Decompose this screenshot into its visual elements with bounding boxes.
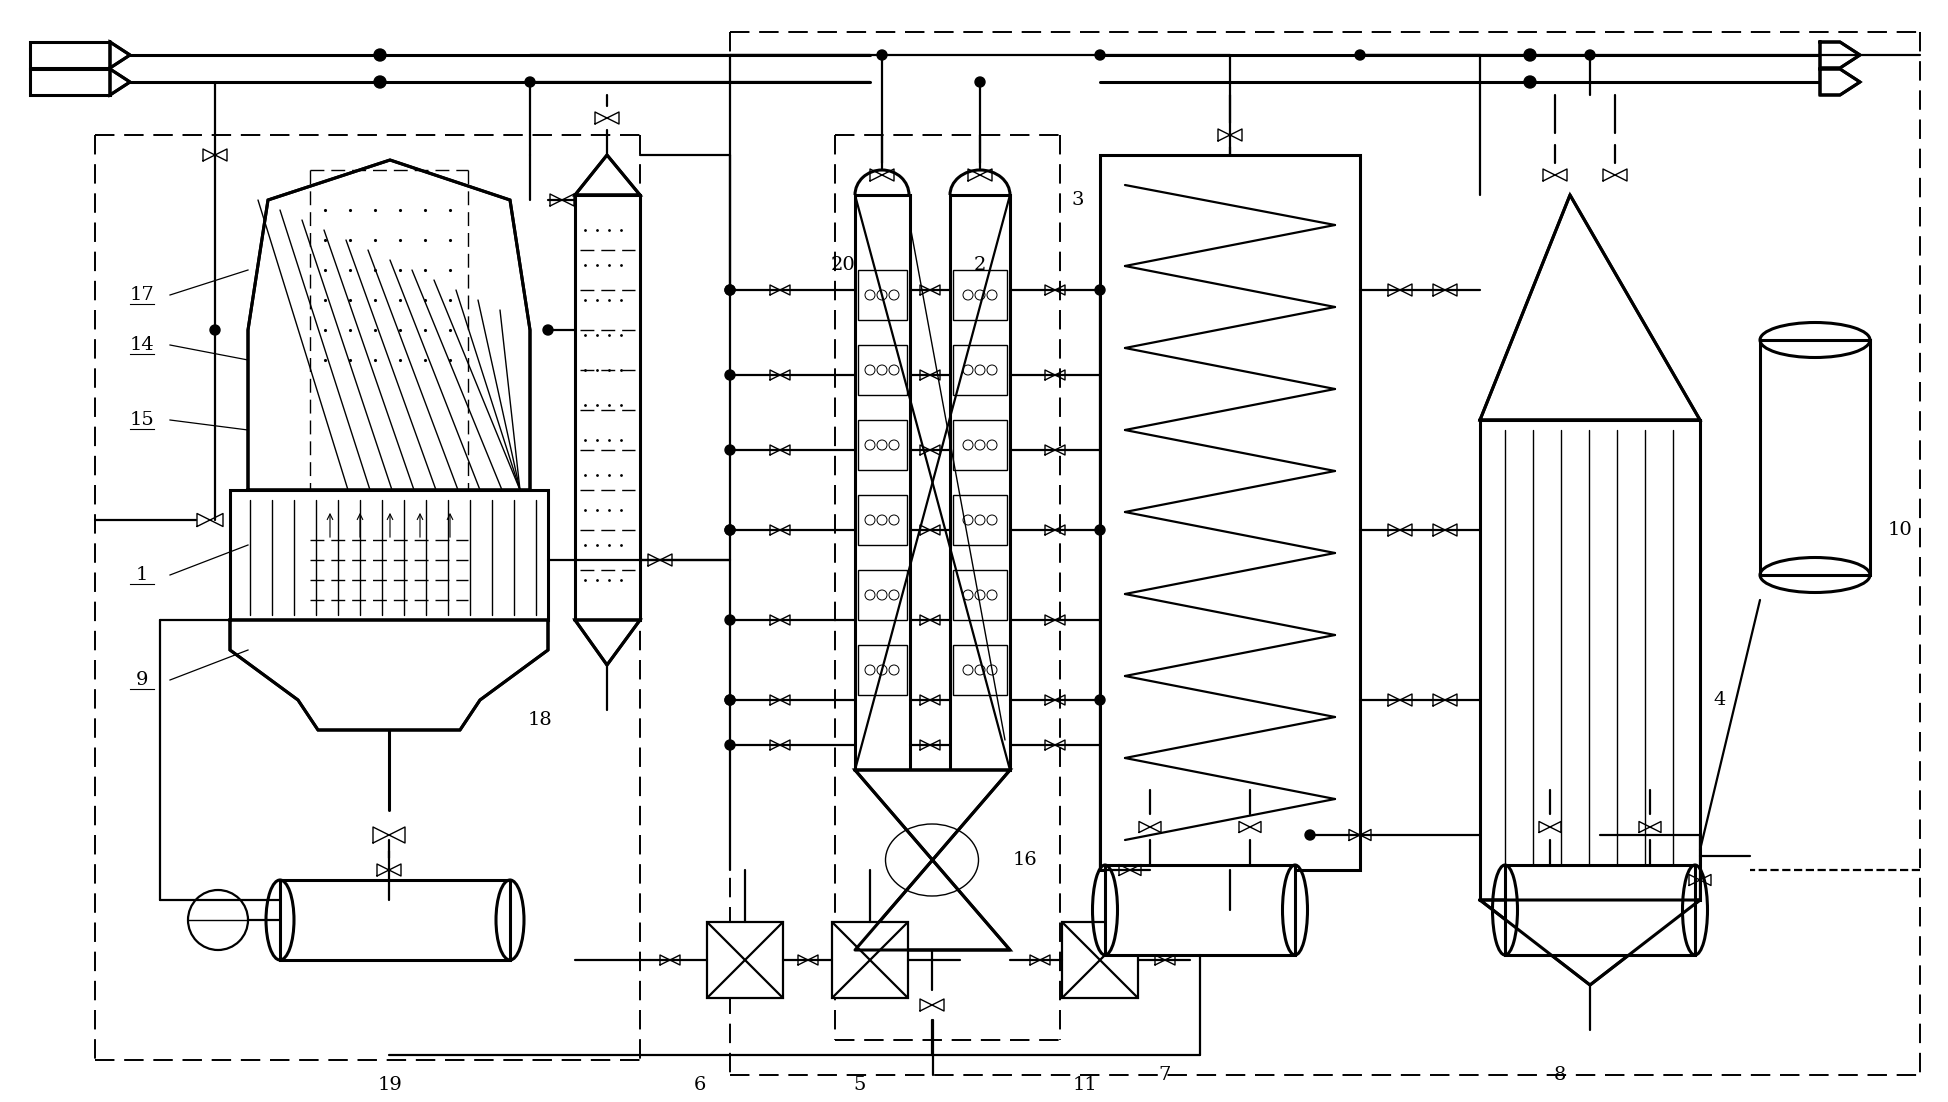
Bar — [1504, 865, 1695, 955]
Bar — [832, 922, 908, 998]
Bar — [953, 270, 1007, 320]
Polygon shape — [1479, 195, 1699, 420]
Circle shape — [725, 695, 734, 705]
Polygon shape — [855, 770, 1009, 950]
Text: 8: 8 — [1553, 1066, 1566, 1084]
Circle shape — [725, 285, 734, 295]
Text: 11: 11 — [1071, 1076, 1097, 1094]
Circle shape — [725, 741, 734, 750]
Text: 20: 20 — [830, 256, 855, 274]
Text: 10: 10 — [1888, 521, 1911, 539]
Circle shape — [725, 615, 734, 625]
Bar — [29, 42, 109, 68]
Bar — [857, 645, 906, 695]
Bar — [707, 922, 783, 998]
Circle shape — [1095, 285, 1105, 295]
Text: 7: 7 — [1159, 1066, 1171, 1084]
Polygon shape — [109, 69, 131, 95]
Text: 2: 2 — [974, 256, 986, 274]
Circle shape — [1095, 50, 1105, 60]
Circle shape — [1523, 76, 1535, 88]
Text: 9: 9 — [136, 671, 148, 689]
Circle shape — [725, 695, 734, 705]
Bar — [953, 645, 1007, 695]
Polygon shape — [247, 160, 530, 490]
Bar — [857, 270, 906, 320]
Bar — [949, 195, 1009, 770]
Text: 3: 3 — [1071, 191, 1083, 209]
Bar — [953, 420, 1007, 469]
Polygon shape — [109, 42, 131, 68]
Bar — [1062, 922, 1138, 998]
Bar — [857, 345, 906, 395]
Bar — [857, 570, 906, 620]
Text: 1: 1 — [136, 566, 148, 584]
Bar — [575, 195, 639, 620]
Circle shape — [725, 525, 734, 534]
Polygon shape — [1479, 900, 1699, 985]
Text: 16: 16 — [1013, 851, 1036, 869]
Text: 6: 6 — [693, 1076, 705, 1094]
Bar — [230, 490, 547, 620]
Circle shape — [877, 50, 886, 60]
Text: 17: 17 — [131, 287, 154, 304]
Circle shape — [1095, 525, 1105, 534]
Text: 15: 15 — [131, 411, 154, 429]
Text: 14: 14 — [131, 336, 154, 354]
Polygon shape — [575, 155, 639, 195]
Circle shape — [1523, 48, 1535, 61]
Bar — [857, 495, 906, 545]
Bar — [953, 570, 1007, 620]
Circle shape — [725, 525, 734, 534]
Bar — [1099, 155, 1360, 869]
Polygon shape — [1819, 69, 1858, 95]
Text: 5: 5 — [853, 1076, 865, 1094]
Circle shape — [725, 445, 734, 455]
Bar — [855, 195, 910, 770]
Text: 18: 18 — [528, 711, 551, 730]
Bar — [953, 495, 1007, 545]
Circle shape — [210, 325, 220, 335]
Circle shape — [524, 77, 534, 87]
Circle shape — [374, 76, 386, 88]
Polygon shape — [1819, 42, 1858, 68]
Circle shape — [1305, 830, 1315, 840]
Circle shape — [543, 325, 553, 335]
Circle shape — [1354, 50, 1364, 60]
Bar — [857, 420, 906, 469]
Circle shape — [725, 285, 734, 295]
Bar — [1479, 420, 1699, 900]
Circle shape — [725, 370, 734, 380]
Bar — [953, 345, 1007, 395]
Circle shape — [1584, 50, 1593, 60]
Circle shape — [1095, 695, 1105, 705]
Text: 4: 4 — [1712, 691, 1726, 709]
Circle shape — [974, 77, 984, 87]
Circle shape — [374, 48, 386, 61]
Bar — [281, 880, 510, 960]
Bar — [29, 69, 109, 95]
Bar — [1105, 865, 1293, 955]
Text: 19: 19 — [378, 1076, 401, 1094]
Polygon shape — [230, 620, 547, 730]
Bar — [1759, 341, 1868, 575]
Polygon shape — [575, 620, 639, 665]
